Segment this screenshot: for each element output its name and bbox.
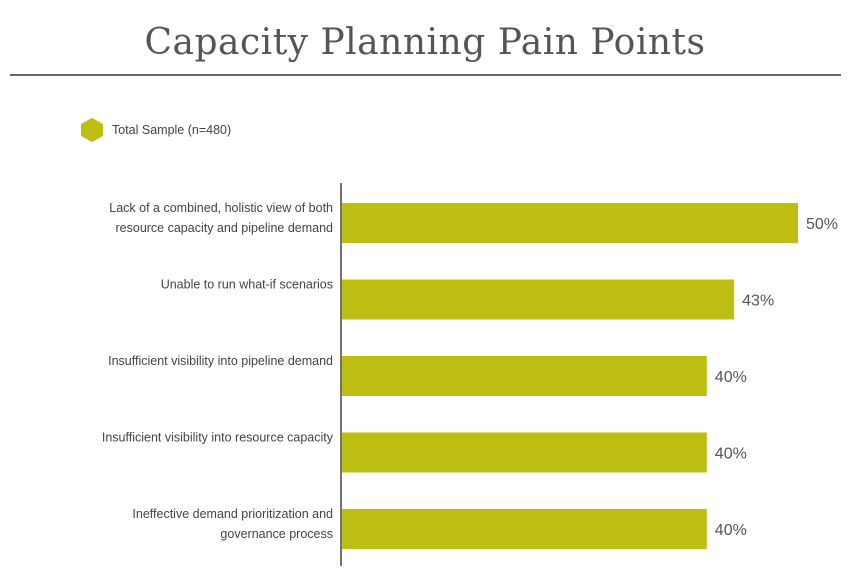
category-label-line: Ineffective demand prioritization and bbox=[132, 507, 333, 521]
value-label-1: 50% bbox=[806, 216, 838, 233]
category-label-line: Lack of a combined, holistic view of bot… bbox=[109, 201, 333, 215]
value-label-2: 43% bbox=[742, 293, 774, 310]
value-label-4: 40% bbox=[715, 446, 747, 463]
bar-3 bbox=[342, 356, 707, 396]
category-label-3: Insufficient visibility into pipeline de… bbox=[108, 354, 333, 368]
category-label-line: Unable to run what-if scenarios bbox=[161, 278, 333, 292]
legend-label: Total Sample (n=480) bbox=[112, 123, 232, 137]
category-label-line: governance process bbox=[220, 527, 333, 541]
bar-4 bbox=[342, 432, 707, 473]
category-label-4: Insufficient visibility into resource ca… bbox=[102, 431, 334, 445]
category-label-5: Ineffective demand prioritization and gov… bbox=[132, 507, 333, 541]
value-label-5: 40% bbox=[715, 522, 747, 539]
title-divider bbox=[10, 74, 841, 76]
bar-1 bbox=[342, 203, 798, 243]
category-label-1: Lack of a combined, holistic view of bot… bbox=[109, 201, 333, 235]
category-label-line: resource capacity and pipeline demand bbox=[116, 221, 334, 235]
legend: Total Sample (n=480) bbox=[80, 117, 231, 143]
bar-5 bbox=[342, 509, 707, 549]
hexagon-icon bbox=[81, 118, 103, 142]
category-label-2: Unable to run what-if scenarios bbox=[161, 278, 333, 292]
category-label-line: Insufficient visibility into resource ca… bbox=[102, 431, 334, 445]
bar-2 bbox=[342, 279, 735, 320]
value-label-3: 40% bbox=[715, 369, 747, 386]
category-label-line: Insufficient visibility into pipeline de… bbox=[108, 354, 333, 368]
chart-title: Capacity Planning Pain Points bbox=[144, 22, 706, 63]
